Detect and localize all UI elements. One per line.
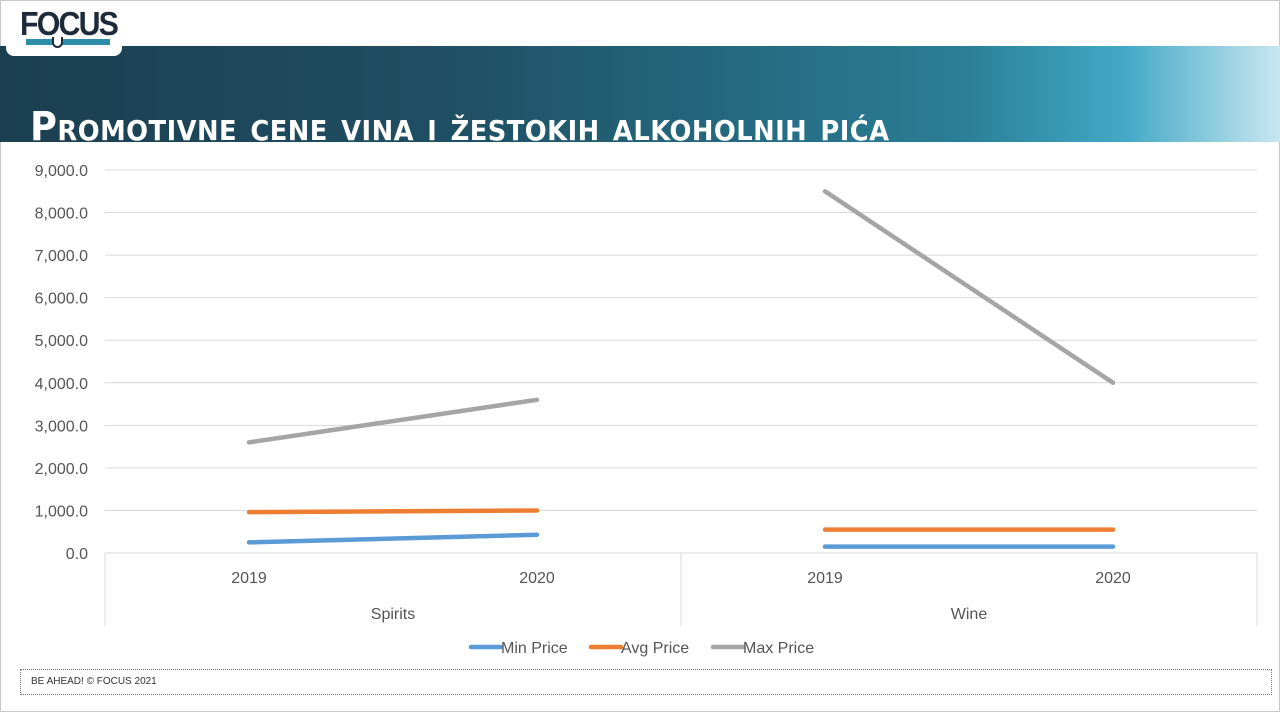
- slide-title: Promotivne cene vina i žestokih alkoholn…: [30, 104, 890, 150]
- line-chart: 0.0 1,000.0 2,000.0 3,000.0 4,000.0 5,000.0 6,…: [35, 163, 1258, 657]
- title-banner: Promotivne cene vina i žestokih alkoholn…: [0, 46, 1280, 179]
- y-tick-label: 3,000.0: [35, 418, 88, 435]
- footer-text: BE AHEAD! © FOCUS 2021: [31, 676, 157, 687]
- x-tick-label: 2019: [807, 570, 843, 587]
- x-tick-label: 2019: [231, 570, 267, 587]
- legend-label: Avg Price: [621, 640, 689, 657]
- logo-lens-icon: [52, 37, 63, 48]
- y-tick-label: 6,000.0: [35, 291, 88, 308]
- legend: Min Price Avg Price Max Price: [468, 640, 814, 657]
- x-axis: 2019 2020 Spirits 2019 2020 Wine: [104, 553, 1258, 626]
- y-tick-label: 1,000.0: [35, 503, 88, 520]
- x-tick-label: 2020: [1095, 570, 1131, 587]
- series-line-avg-price: [246, 508, 540, 515]
- legend-label: Max Price: [743, 640, 814, 657]
- footer-box: BE AHEAD! © FOCUS 2021: [20, 669, 1272, 695]
- x-tick-label: 2020: [519, 570, 555, 587]
- y-axis: 0.0 1,000.0 2,000.0 3,000.0 4,000.0 5,000.0 6,…: [35, 163, 88, 563]
- y-tick-label: 4,000.0: [35, 376, 88, 393]
- series-line-min-price: [246, 532, 540, 545]
- y-tick-label: 9,000.0: [35, 163, 88, 180]
- y-tick-label: 5,000.0: [35, 333, 88, 350]
- group-label: Spirits: [371, 606, 415, 623]
- focus-logo: FOCUS: [6, 2, 122, 56]
- y-tick-label: 7,000.0: [35, 248, 88, 265]
- slide-subtitle: Baza: ActionFOCUS Online; 2020 vs 2019: [30, 157, 406, 179]
- group-label: Wine: [951, 606, 988, 623]
- series-lines: [246, 189, 1116, 549]
- legend-label: Min Price: [501, 640, 568, 657]
- y-tick-label: 8,000.0: [35, 206, 88, 223]
- grid-lines: [105, 169, 1257, 554]
- y-tick-label: 0.0: [66, 546, 88, 563]
- logo-text: FOCUS: [20, 5, 119, 42]
- logo-underline: [26, 39, 110, 45]
- series-line-max-price: [246, 397, 540, 445]
- y-tick-label: 2,000.0: [35, 461, 88, 478]
- series-line-max-price: [822, 189, 1116, 386]
